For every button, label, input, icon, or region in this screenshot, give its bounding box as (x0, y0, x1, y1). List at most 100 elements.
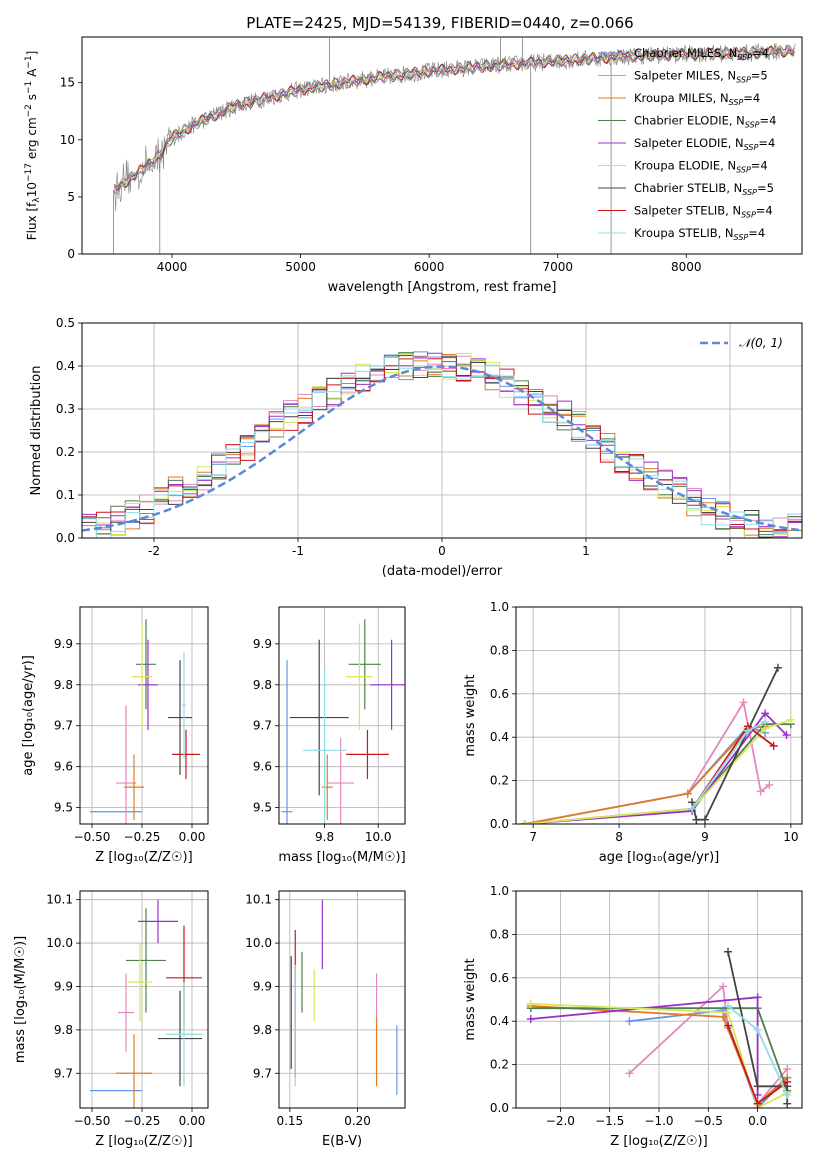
x-tick-label: 10 (783, 830, 798, 844)
massweight-marker (786, 715, 795, 724)
massweight-marker (753, 993, 762, 1002)
massweight-marker (783, 1064, 792, 1073)
axes-frame (515, 606, 803, 825)
x-tick-label: 0.20 (344, 1114, 371, 1128)
y-tick-label: 0.8 (490, 643, 509, 657)
x-axis-label: Z [log₁₀(Z/Z☉)] (610, 1134, 707, 1149)
x-tick-label: −0.5 (694, 1114, 723, 1128)
y-label-part: 10 (25, 182, 39, 197)
residual-histograms (82, 351, 802, 538)
y-tick-label: 9.6 (54, 760, 73, 774)
y-axis-label: age [log₁₀(age/yr)] (21, 655, 36, 776)
axes-frame (79, 890, 209, 1109)
x-axis-label: age [log₁₀(age/yr)] (599, 850, 720, 865)
y-axis-label: mass weight (463, 958, 478, 1040)
massweight-lines (520, 663, 795, 824)
x-tick-label: 7 (529, 830, 537, 844)
legend-count: =4 (758, 136, 775, 150)
x-tick-label: −0.25 (124, 1114, 161, 1128)
legend-entry: Chabrier STELIB, NSSP=5 (634, 181, 774, 197)
massweight-marker (773, 663, 782, 672)
x-tick-label: −1.0 (644, 1114, 673, 1128)
y-label-part: ] (25, 51, 39, 56)
y-label-part: s (25, 94, 39, 104)
y-tick-label: 9.7 (54, 1066, 73, 1080)
legend-count: =4 (751, 159, 768, 173)
legend-name: Salpeter MILES, N (634, 69, 736, 83)
massweight-vs-metallicity-panel: −2.0 −1.5 −1.0 −0.5 0.0 0.0 0.2 0.4 0.6 0.8 1.0 Z [… (463, 884, 803, 1149)
y-tick-label: 9.8 (54, 678, 73, 692)
y-tick-label: 0.0 (490, 1101, 509, 1115)
y-tick-label: 0.3 (56, 402, 75, 416)
legend-sub: SSP (741, 211, 756, 220)
errorbar-group (290, 899, 398, 1095)
y-tick-label: 15 (60, 76, 75, 90)
legend-count: =5 (757, 181, 774, 195)
y-axis-label: Flux [fλ10−17 erg cm−2 s−1 A−1] (24, 51, 42, 241)
legend-count: =4 (752, 46, 769, 60)
age-vs-metallicity-panel: −0.50 −0.25 0.00 9.5 9.6 9.7 9.8 9.9 Z [log₁₀(Z/… (21, 606, 209, 865)
legend-entry: Chabrier ELODIE, NSSP=4 (634, 114, 776, 130)
legend-name: Kroupa MILES, N (634, 91, 729, 105)
massweight-marker (739, 698, 748, 707)
y-tick-label: 10.1 (46, 893, 73, 907)
legend-entry: Kroupa STELIB, NSSP=4 (634, 226, 765, 242)
y-label-sup: −17 (24, 163, 34, 182)
massweight-series-line (691, 667, 779, 821)
figure-title: PLATE=2425, MJD=54139, FIBERID=0440, z=0… (246, 14, 633, 32)
residuals-legend: 𝒩(0, 1) (700, 336, 783, 350)
x-tick-label: −1.5 (595, 1114, 624, 1128)
y-tick-label: 9.9 (253, 637, 272, 651)
axes-frame (81, 322, 803, 539)
legend-sub: SSP (729, 98, 744, 107)
x-tick-label: 8000 (671, 260, 702, 274)
x-tick-label: 6000 (414, 260, 445, 274)
axes-frame (79, 606, 209, 825)
y-tick-label: 9.9 (253, 979, 272, 993)
x-tick-label: 7000 (542, 260, 573, 274)
y-tick-label: 9.7 (253, 1066, 272, 1080)
legend-sub: SSP (737, 53, 752, 62)
x-tick-label: -2 (148, 544, 160, 558)
massweight-marker (761, 709, 770, 718)
massweight-marker (700, 815, 709, 824)
x-tick-label: 9 (701, 830, 709, 844)
legend-name: Salpeter STELIB, N (634, 204, 741, 218)
model-spectrum-line (113, 44, 795, 194)
legend-sub: SSP (734, 233, 749, 242)
massweight-marker (765, 780, 774, 789)
massweight-lines (526, 947, 792, 1108)
residual-histogram-step (82, 352, 802, 538)
legend-name: Chabrier ELODIE, N (634, 114, 745, 128)
x-tick-label: 0.0 (748, 1114, 767, 1128)
legend-count: =4 (756, 204, 773, 218)
x-tick-label: 0.00 (179, 830, 206, 844)
errorbar-group (90, 619, 200, 824)
y-label-part: Flux [f (25, 202, 39, 240)
massweight-marker (692, 815, 701, 824)
x-tick-label: 9.8 (315, 830, 334, 844)
residual-histogram-step (82, 356, 802, 532)
x-tick-label: 10.0 (365, 830, 392, 844)
y-tick-label: 0.6 (490, 687, 509, 701)
y-tick-label: 9.7 (253, 719, 272, 733)
mass-vs-metallicity-panel: −0.50 −0.25 0.00 9.7 9.8 9.9 10.0 10.1 Z [log₁₀(… (13, 890, 209, 1149)
y-tick-label: 9.6 (253, 760, 272, 774)
legend-name: Chabrier STELIB, N (634, 181, 742, 195)
y-axis-label: Normed distribution (29, 366, 44, 496)
legend-count: =4 (760, 114, 777, 128)
x-tick-label: 2 (726, 544, 734, 558)
y-label-part: erg cm (25, 117, 39, 163)
x-tick-label: −2.0 (546, 1114, 575, 1128)
y-tick-label: 0.0 (56, 531, 75, 545)
massweight-marker (753, 1025, 762, 1034)
y-label-sup: −2 (24, 104, 34, 117)
massweight-marker (769, 741, 778, 750)
massweight-marker (719, 1012, 728, 1021)
y-axis-label: mass weight (463, 674, 478, 756)
x-tick-label: 8 (615, 830, 623, 844)
y-label-sub: λ (32, 197, 42, 203)
spectrum-panel: 4000 5000 6000 7000 8000 0 5 10 15 wavelength [An… (24, 36, 803, 295)
y-tick-label: 9.5 (54, 801, 73, 815)
